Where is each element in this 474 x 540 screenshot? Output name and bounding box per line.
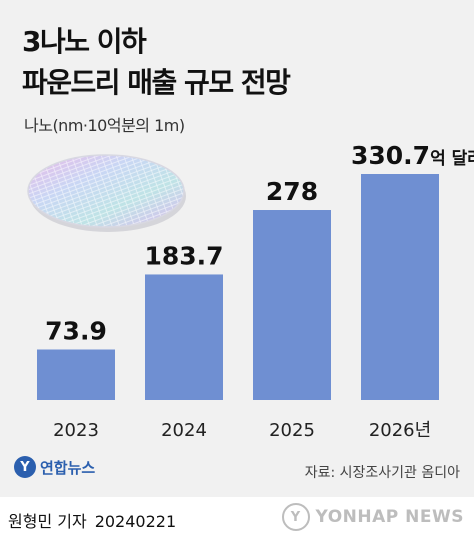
source-note: 자료: 시장조사기관 옴디아 (304, 465, 460, 481)
bar-2023 (37, 349, 115, 400)
watermark-text: YONHAP NEWS (315, 507, 464, 527)
watermark: Y YONHAP NEWS (281, 503, 464, 531)
category-label-2023: 2023 (53, 420, 99, 441)
yonhap-logo: Y 연합뉴스 (14, 456, 95, 478)
chart-title-line2: 파운드리 매출 규모 전망 (22, 66, 291, 99)
category-label-2026년: 2026년 (369, 420, 431, 441)
value-label-2025: 278 (266, 177, 318, 206)
value-label-2024: 183.7 (144, 241, 223, 270)
byline: 원형민 기자 20240221 (8, 508, 176, 532)
bar-2025 (253, 210, 331, 400)
unit-note: 나노(nm·10억분의 1m) (24, 116, 185, 135)
bar-2024 (145, 274, 223, 400)
bar-2026년 (361, 174, 439, 400)
yonhap-logo-text: 연합뉴스 (40, 458, 96, 477)
yonhap-logo-icon: Y (14, 456, 36, 478)
publish-date: 20240221 (94, 512, 177, 531)
wafer-illustration (27, 154, 186, 232)
category-label-2024: 2024 (161, 420, 207, 441)
chart-title-line1: 3나노 이하 (22, 25, 147, 58)
value-label-2023: 73.9 (45, 316, 107, 345)
author: 원형민 기자 (8, 512, 87, 531)
value-label-2026년: 330.7억 달러 (351, 141, 474, 170)
bar-chart: 73.9 183.7 278 330.7억 달러 2023 2024 2025 2026년 (27, 141, 474, 441)
category-label-2025: 2025 (269, 420, 315, 441)
watermark-logo-icon: Y (281, 503, 310, 531)
footer: 원형민 기자 20240221 Y YONHAP NEWS (0, 497, 474, 540)
